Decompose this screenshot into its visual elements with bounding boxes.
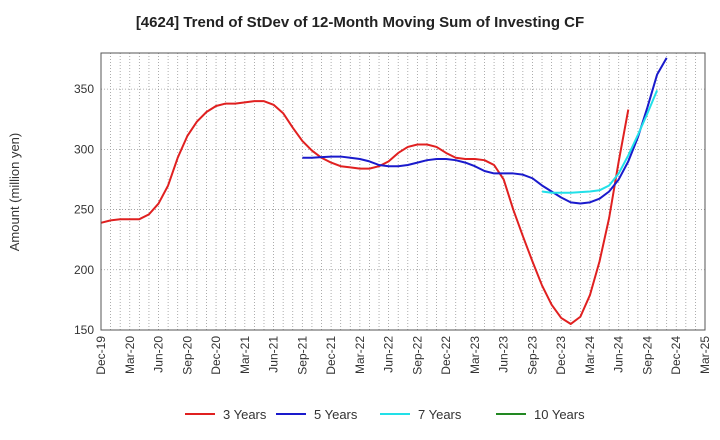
x-tick-label: Jun-24 xyxy=(612,336,626,373)
legend-label: 3 Years xyxy=(223,407,267,422)
x-tick-label: Sep-23 xyxy=(525,336,539,375)
legend-label: 7 Years xyxy=(418,407,462,422)
y-axis-label: Amount (million yen) xyxy=(7,133,22,252)
legend: 3 Years 5 Years 7 Years 10 Years xyxy=(185,407,585,422)
plot-frame xyxy=(100,52,706,331)
x-tick-label: Jun-21 xyxy=(267,336,281,373)
x-axis-ticks: Dec-19 Mar-20 Jun-20 Sep-20 Dec-20 Mar-21 Jun-… xyxy=(94,336,712,375)
x-tick-label: Jun-22 xyxy=(382,336,396,373)
x-tick-label: Mar-25 xyxy=(698,336,712,374)
x-tick-label: Mar-22 xyxy=(353,336,367,374)
series-line-7-years xyxy=(541,89,658,194)
y-tick-label: 150 xyxy=(74,323,94,337)
x-tick-label: Jun-23 xyxy=(497,336,511,373)
x-tick-label: Mar-24 xyxy=(583,336,597,374)
x-tick-label: Sep-20 xyxy=(180,336,194,375)
x-tick-label: Mar-20 xyxy=(123,336,137,374)
x-tick-label: Dec-24 xyxy=(669,336,683,375)
x-tick-label: Sep-22 xyxy=(410,336,424,375)
series-layer xyxy=(100,57,668,325)
series-line-3-years xyxy=(100,100,630,325)
x-tick-label: Sep-24 xyxy=(640,336,654,375)
x-tick-label: Jun-20 xyxy=(152,336,166,373)
y-axis-ticks: 150 200 250 300 350 xyxy=(74,82,94,337)
x-tick-label: Dec-23 xyxy=(554,336,568,375)
x-tick-label: Dec-21 xyxy=(324,336,338,375)
x-tick-label: Mar-21 xyxy=(238,336,252,374)
legend-label: 10 Years xyxy=(534,407,585,422)
chart-title: [4624] Trend of StDev of 12-Month Moving… xyxy=(136,14,584,31)
x-tick-label: Dec-22 xyxy=(439,336,453,375)
legend-label: 5 Years xyxy=(314,407,358,422)
x-tick-label: Dec-19 xyxy=(94,336,108,375)
x-tick-label: Sep-21 xyxy=(295,336,309,375)
y-tick-label: 200 xyxy=(74,263,94,277)
y-tick-label: 350 xyxy=(74,82,94,96)
y-tick-label: 300 xyxy=(74,142,94,156)
series-line-5-years xyxy=(302,57,668,205)
y-tick-label: 250 xyxy=(74,203,94,217)
x-tick-label: Mar-23 xyxy=(468,336,482,374)
x-tick-label: Dec-20 xyxy=(209,336,223,375)
